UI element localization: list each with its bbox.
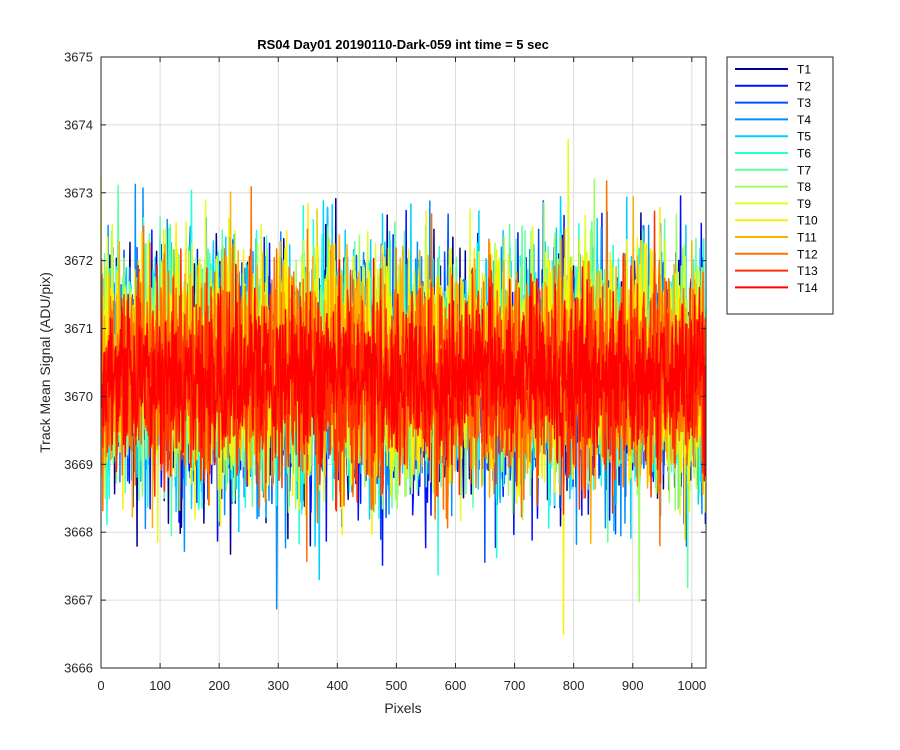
legend-label-t7: T7 <box>797 163 811 177</box>
legend-label-t8: T8 <box>797 180 811 194</box>
x-tick-labels: 0 100 200 300 400 500 600 700 800 900 1000 <box>97 678 706 693</box>
x-tick-label: 500 <box>386 678 408 693</box>
x-tick-label: 300 <box>267 678 289 693</box>
x-tick-label: 1000 <box>677 678 706 693</box>
x-tick-label: 0 <box>97 678 104 693</box>
y-axis-label: Track Mean Signal (ADU/pix) <box>37 272 53 453</box>
x-tick-label: 900 <box>622 678 644 693</box>
series-layer <box>101 138 706 636</box>
chart-title: RS04 Day01 20190110-Dark-059 int time = … <box>257 37 549 52</box>
legend: T1 T2 T3 T4 T5 T6 T7 T8 T9 T10 T11 T12 T13 T14 <box>726 56 834 315</box>
y-tick-label: 3672 <box>64 253 93 268</box>
y-tick-label: 3674 <box>64 117 93 132</box>
y-tick-label: 3670 <box>64 389 93 404</box>
legend-label-t5: T5 <box>797 130 811 144</box>
x-tick-label: 600 <box>445 678 467 693</box>
y-tick-labels: 3666 3667 3668 3669 3670 3671 3672 3673 3674 3675 <box>64 50 93 676</box>
plot-frame <box>100 56 707 669</box>
x-tick-label: 800 <box>563 678 585 693</box>
y-tick-label: 3675 <box>64 50 93 65</box>
legend-label-t12: T12 <box>797 247 818 261</box>
y-tick-label: 3666 <box>64 661 93 676</box>
axis-ticks <box>100 56 706 669</box>
y-tick-label: 3667 <box>64 593 93 608</box>
x-tick-label: 400 <box>326 678 348 693</box>
x-tick-label: 100 <box>149 678 171 693</box>
x-axis-label: Pixels <box>384 700 421 716</box>
y-tick-label: 3671 <box>64 321 93 336</box>
legend-label-t10: T10 <box>797 214 818 228</box>
legend-label-t13: T13 <box>797 264 818 278</box>
legend-label-t9: T9 <box>797 197 811 211</box>
legend-label-t4: T4 <box>797 113 811 127</box>
legend-label-t3: T3 <box>797 96 811 110</box>
x-tick-label: 700 <box>504 678 526 693</box>
legend-label-t14: T14 <box>797 281 818 295</box>
legend-label-t1: T1 <box>797 63 811 77</box>
legend-label-t11: T11 <box>797 231 817 245</box>
y-tick-label: 3668 <box>64 525 93 540</box>
series-line-t14 <box>101 257 706 482</box>
x-tick-label: 200 <box>208 678 230 693</box>
y-tick-label: 3673 <box>64 185 93 200</box>
y-tick-label: 3669 <box>64 457 93 472</box>
legend-label-t2: T2 <box>797 79 811 93</box>
legend-label-t6: T6 <box>797 147 811 161</box>
